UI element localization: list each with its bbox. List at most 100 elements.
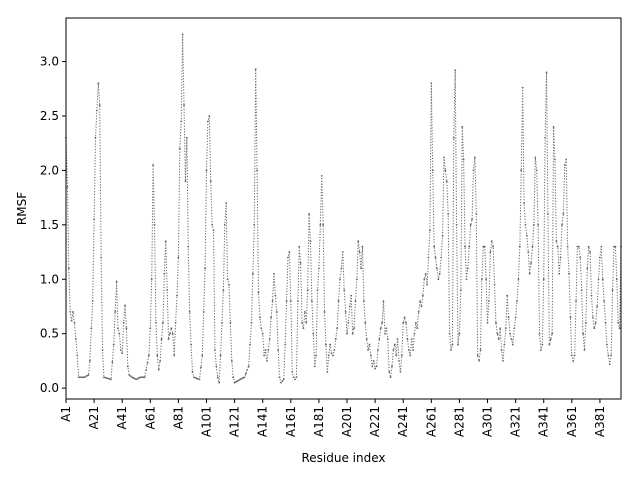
- data-point: [378, 338, 381, 341]
- data-point: [296, 300, 299, 302]
- data-point: [530, 262, 532, 264]
- data-point: [264, 349, 267, 351]
- data-point: [170, 327, 173, 330]
- data-point: [513, 327, 516, 330]
- data-point: [93, 218, 95, 221]
- data-point: [73, 321, 76, 324]
- data-point: [455, 223, 458, 226]
- data-point: [305, 321, 308, 324]
- data-point: [208, 115, 211, 117]
- data-point: [117, 327, 119, 330]
- x-tick-label: A121: [228, 406, 242, 437]
- data-point: [459, 289, 462, 292]
- data-point: [561, 223, 563, 226]
- data-point: [274, 294, 277, 297]
- data-point: [572, 360, 575, 362]
- data-point: [167, 338, 170, 341]
- data-point: [473, 156, 476, 159]
- data-point: [336, 327, 339, 330]
- data-point: [173, 354, 176, 357]
- data-point: [544, 136, 547, 139]
- data-point: [362, 300, 365, 302]
- data-point: [249, 343, 251, 346]
- data-point: [570, 354, 573, 357]
- data-point: [399, 370, 402, 373]
- data-point: [416, 327, 419, 330]
- data-point: [514, 316, 517, 319]
- data-point: [169, 332, 171, 335]
- data-point: [280, 381, 282, 384]
- data-point: [329, 343, 332, 346]
- data-point: [107, 377, 110, 380]
- data-point: [407, 349, 410, 351]
- data-point: [126, 365, 129, 368]
- data-point: [381, 321, 384, 324]
- data-point: [482, 245, 485, 248]
- data-point: [197, 377, 199, 380]
- data-point: [386, 338, 389, 341]
- data-point: [599, 256, 601, 259]
- data-point: [483, 245, 486, 248]
- data-point: [162, 321, 164, 324]
- data-point: [230, 360, 233, 362]
- data-point: [540, 349, 542, 351]
- data-point: [132, 377, 135, 379]
- data-point: [583, 349, 586, 351]
- x-tick-label: A181: [312, 406, 326, 437]
- data-point: [223, 223, 226, 226]
- data-point: [562, 213, 565, 215]
- data-point: [379, 327, 382, 330]
- data-point: [118, 332, 121, 335]
- data-point: [576, 245, 579, 248]
- data-point: [518, 245, 521, 248]
- data-point: [596, 305, 599, 308]
- y-tick-label: 0.0: [40, 381, 59, 395]
- x-tick-label: A81: [171, 406, 185, 429]
- data-point: [594, 321, 597, 324]
- data-point: [247, 365, 250, 368]
- x-tick-label: A321: [509, 406, 523, 437]
- data-point: [156, 354, 159, 357]
- data-point: [400, 354, 403, 357]
- data-point: [402, 321, 405, 324]
- data-point: [267, 349, 270, 351]
- data-point: [565, 158, 568, 161]
- data-point: [214, 349, 216, 351]
- data-point: [575, 300, 577, 302]
- data-point: [431, 169, 434, 172]
- data-point: [600, 245, 603, 248]
- data-point: [309, 240, 312, 243]
- data-point: [471, 218, 473, 221]
- x-axis-label: Residue index: [301, 451, 385, 465]
- data-point: [218, 381, 221, 384]
- data-point: [97, 82, 100, 85]
- data-point: [420, 305, 423, 308]
- data-point: [584, 321, 587, 324]
- data-point: [292, 376, 295, 379]
- data-point: [145, 369, 147, 371]
- data-point: [325, 343, 327, 346]
- data-point: [119, 349, 122, 351]
- data-point: [194, 376, 197, 379]
- data-point: [516, 300, 518, 302]
- data-point: [157, 368, 160, 371]
- data-point: [268, 338, 271, 341]
- data-point: [192, 376, 195, 379]
- data-point: [409, 354, 412, 357]
- data-point: [152, 164, 155, 166]
- data-point: [90, 327, 93, 330]
- data-point: [263, 354, 266, 357]
- data-point: [341, 251, 344, 253]
- data-point: [257, 291, 260, 294]
- data-point: [417, 311, 420, 313]
- data-point: [451, 343, 454, 346]
- data-point: [251, 272, 254, 275]
- data-point: [282, 378, 285, 381]
- data-point: [270, 316, 273, 319]
- data-point: [246, 369, 249, 371]
- data-point: [190, 343, 192, 346]
- data-point: [370, 354, 372, 357]
- data-point: [485, 278, 488, 281]
- data-point: [469, 223, 472, 226]
- data-point: [559, 256, 562, 259]
